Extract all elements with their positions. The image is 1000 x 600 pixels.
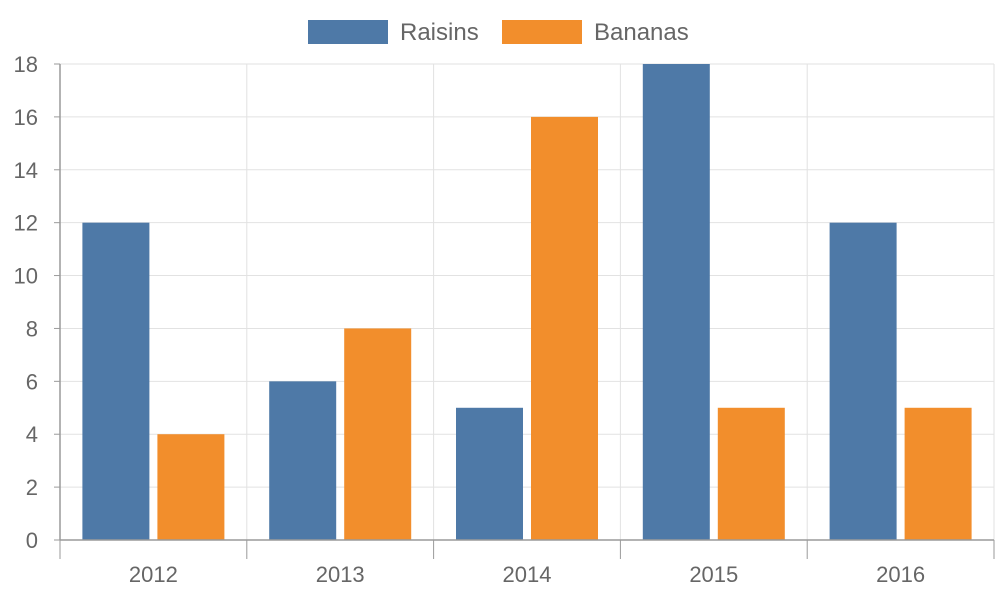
x-axis-ticks: 2012 2013 2014 2015 2016	[59, 540, 995, 587]
x-tick-label: 2015	[689, 562, 738, 587]
x-tick-label: 2012	[129, 562, 178, 587]
x-tick-label: 2016	[876, 562, 925, 587]
bar-raisins-2014[interactable]	[456, 407, 523, 540]
x-tick-label: 2014	[503, 562, 552, 587]
y-tick-label: 2	[26, 475, 38, 500]
y-tick-label: 12	[14, 211, 38, 236]
bar-raisins-2012[interactable]	[82, 222, 150, 540]
y-tick-label: 14	[14, 158, 38, 183]
y-tick-label: 16	[14, 105, 38, 130]
y-axis-ticks: 0 2 4 6 8 10 12 14 16 18	[14, 52, 60, 553]
bars	[82, 64, 972, 540]
x-tick-label: 2013	[316, 562, 365, 587]
bar-bananas-2016[interactable]	[904, 407, 972, 540]
bar-bananas-2015[interactable]	[717, 407, 785, 540]
bar-bananas-2013[interactable]	[344, 328, 412, 540]
y-tick-label: 4	[26, 422, 38, 447]
axes	[59, 64, 994, 541]
bar-raisins-2015[interactable]	[642, 64, 710, 540]
legend-swatch-bananas[interactable]	[502, 20, 582, 44]
bar-bananas-2012[interactable]	[157, 434, 225, 540]
legend-label-raisins[interactable]: Raisins	[400, 19, 479, 46]
y-tick-label: 18	[14, 52, 38, 77]
bar-raisins-2013[interactable]	[269, 381, 337, 540]
legend: Raisins Bananas	[308, 19, 689, 46]
legend-swatch-raisins[interactable]	[308, 20, 388, 44]
y-tick-label: 10	[14, 264, 38, 289]
y-tick-label: 6	[26, 369, 38, 394]
bar-bananas-2014[interactable]	[531, 116, 598, 540]
y-tick-label: 8	[26, 316, 38, 341]
y-tick-label: 0	[26, 528, 38, 553]
bar-raisins-2016[interactable]	[829, 222, 897, 540]
legend-label-bananas[interactable]: Bananas	[594, 19, 689, 46]
